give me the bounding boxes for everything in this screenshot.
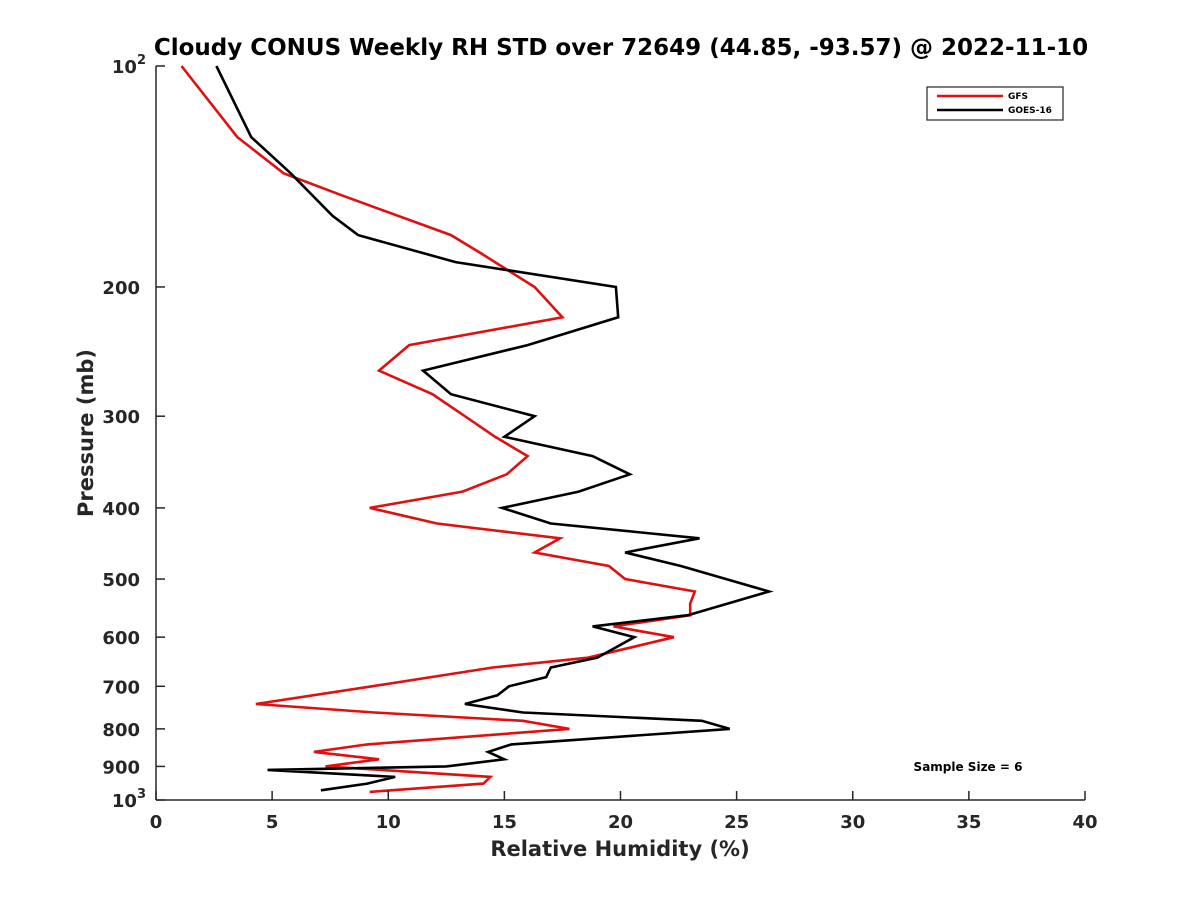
legend-box [926,86,1064,121]
y-tick-label: 600 [102,628,140,649]
legend: GFS GOES-16 [926,86,1064,121]
x-ticks: 0 5 10 15 20 25 30 35 40 [150,791,1098,833]
y-tick-label: 400 [102,499,140,520]
x-axis-label: Relative Humidity (%) [490,837,749,861]
x-tick-label: 15 [492,812,517,833]
y-axis-label: Pressure (mb) [74,349,98,517]
y-tick-label: 800 [102,720,140,741]
series-line-goes-16 [215,65,774,792]
y-ticks: 102 200 300 400 500 600 700 800 900 103 [102,53,165,812]
series-layer [180,65,774,794]
y-tick-label: 300 [102,407,140,428]
sample-size-annotation: Sample Size = 6 [914,760,1023,774]
chart-title: Cloudy CONUS Weekly RH STD over 72649 (4… [154,35,1088,61]
x-tick-label: 25 [724,812,749,833]
y-tick-label: 200 [102,278,140,299]
x-tick-label: 40 [1072,812,1097,833]
y-tick-label: 900 [102,757,140,778]
series-line-gfs [180,65,697,794]
x-tick-label: 0 [150,812,163,833]
y-tick-label: 500 [102,570,140,591]
x-tick-label: 35 [956,812,981,833]
legend-label-gfs: GFS [1008,92,1028,102]
y-tick-label: 103 [112,787,146,812]
x-tick-label: 20 [608,812,633,833]
y-tick-label: 102 [112,53,146,78]
legend-label-goes-16: GOES-16 [1008,106,1052,116]
x-tick-label: 5 [266,812,279,833]
y-tick-label: 700 [102,677,140,698]
x-tick-label: 30 [840,812,865,833]
plot-area [180,65,774,794]
x-tick-label: 10 [376,812,401,833]
